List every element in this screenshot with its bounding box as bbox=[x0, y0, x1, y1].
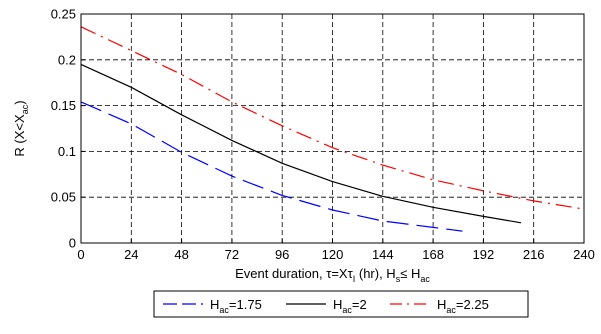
x-tick-label: 240 bbox=[573, 247, 595, 262]
x-tick-label: 0 bbox=[77, 247, 84, 262]
x-tick-label: 48 bbox=[174, 247, 188, 262]
x-tick-label: 216 bbox=[523, 247, 545, 262]
axis-ticks: 0 24 48 72 96 120 144 168 192 216 240 0 0.05 0.1 0.15 0… bbox=[51, 7, 595, 263]
y-tick-label: 0.1 bbox=[58, 144, 76, 159]
x-tick-label: 144 bbox=[372, 247, 394, 262]
y-tick-label: 0.25 bbox=[51, 7, 76, 22]
series-lines bbox=[80, 26, 585, 232]
grid-lines bbox=[81, 14, 584, 243]
x-tick-label: 24 bbox=[124, 247, 138, 262]
series-line-1 bbox=[80, 101, 463, 232]
y-tick-label: 0.05 bbox=[51, 190, 76, 205]
y-tick-label: 0.15 bbox=[51, 98, 76, 113]
legend-label-1: Hac=1.75 bbox=[210, 297, 262, 315]
x-axis-label: Event duration, τ=XτI (hr), Hs≤ Hac bbox=[235, 266, 430, 284]
y-axis-label: R (X<Xac) bbox=[12, 100, 30, 156]
legend-box bbox=[153, 290, 529, 318]
x-tick-label: 192 bbox=[473, 247, 495, 262]
y-tick-label: 0.2 bbox=[58, 52, 76, 67]
legend-label-3: Hac=2.25 bbox=[437, 297, 489, 315]
legend: Hac=1.75 Hac=2 Hac=2.25 bbox=[153, 290, 529, 318]
x-tick-label: 72 bbox=[225, 247, 239, 262]
legend-items: Hac=1.75 Hac=2 Hac=2.25 bbox=[163, 297, 489, 315]
legend-label-2: Hac=2 bbox=[333, 297, 367, 315]
x-tick-label: 120 bbox=[322, 247, 344, 262]
series-line-2 bbox=[80, 63, 522, 224]
y-tick-label: 0 bbox=[69, 236, 76, 251]
x-tick-label: 96 bbox=[275, 247, 289, 262]
series-line-3 bbox=[80, 26, 585, 210]
x-tick-label: 168 bbox=[422, 247, 444, 262]
